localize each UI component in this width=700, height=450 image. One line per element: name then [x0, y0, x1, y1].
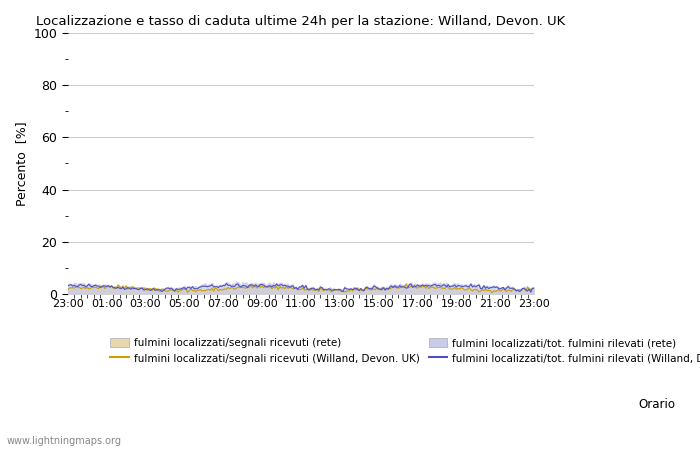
Text: Orario: Orario [638, 398, 675, 411]
Title: Localizzazione e tasso di caduta ultime 24h per la stazione: Willand, Devon. UK: Localizzazione e tasso di caduta ultime … [36, 15, 566, 28]
Legend: fulmini localizzati/segnali ricevuti (rete), fulmini localizzati/segnali ricevut: fulmini localizzati/segnali ricevuti (re… [111, 338, 700, 364]
Y-axis label: Percento  [%]: Percento [%] [15, 121, 28, 206]
Text: www.lightningmaps.org: www.lightningmaps.org [7, 436, 122, 446]
